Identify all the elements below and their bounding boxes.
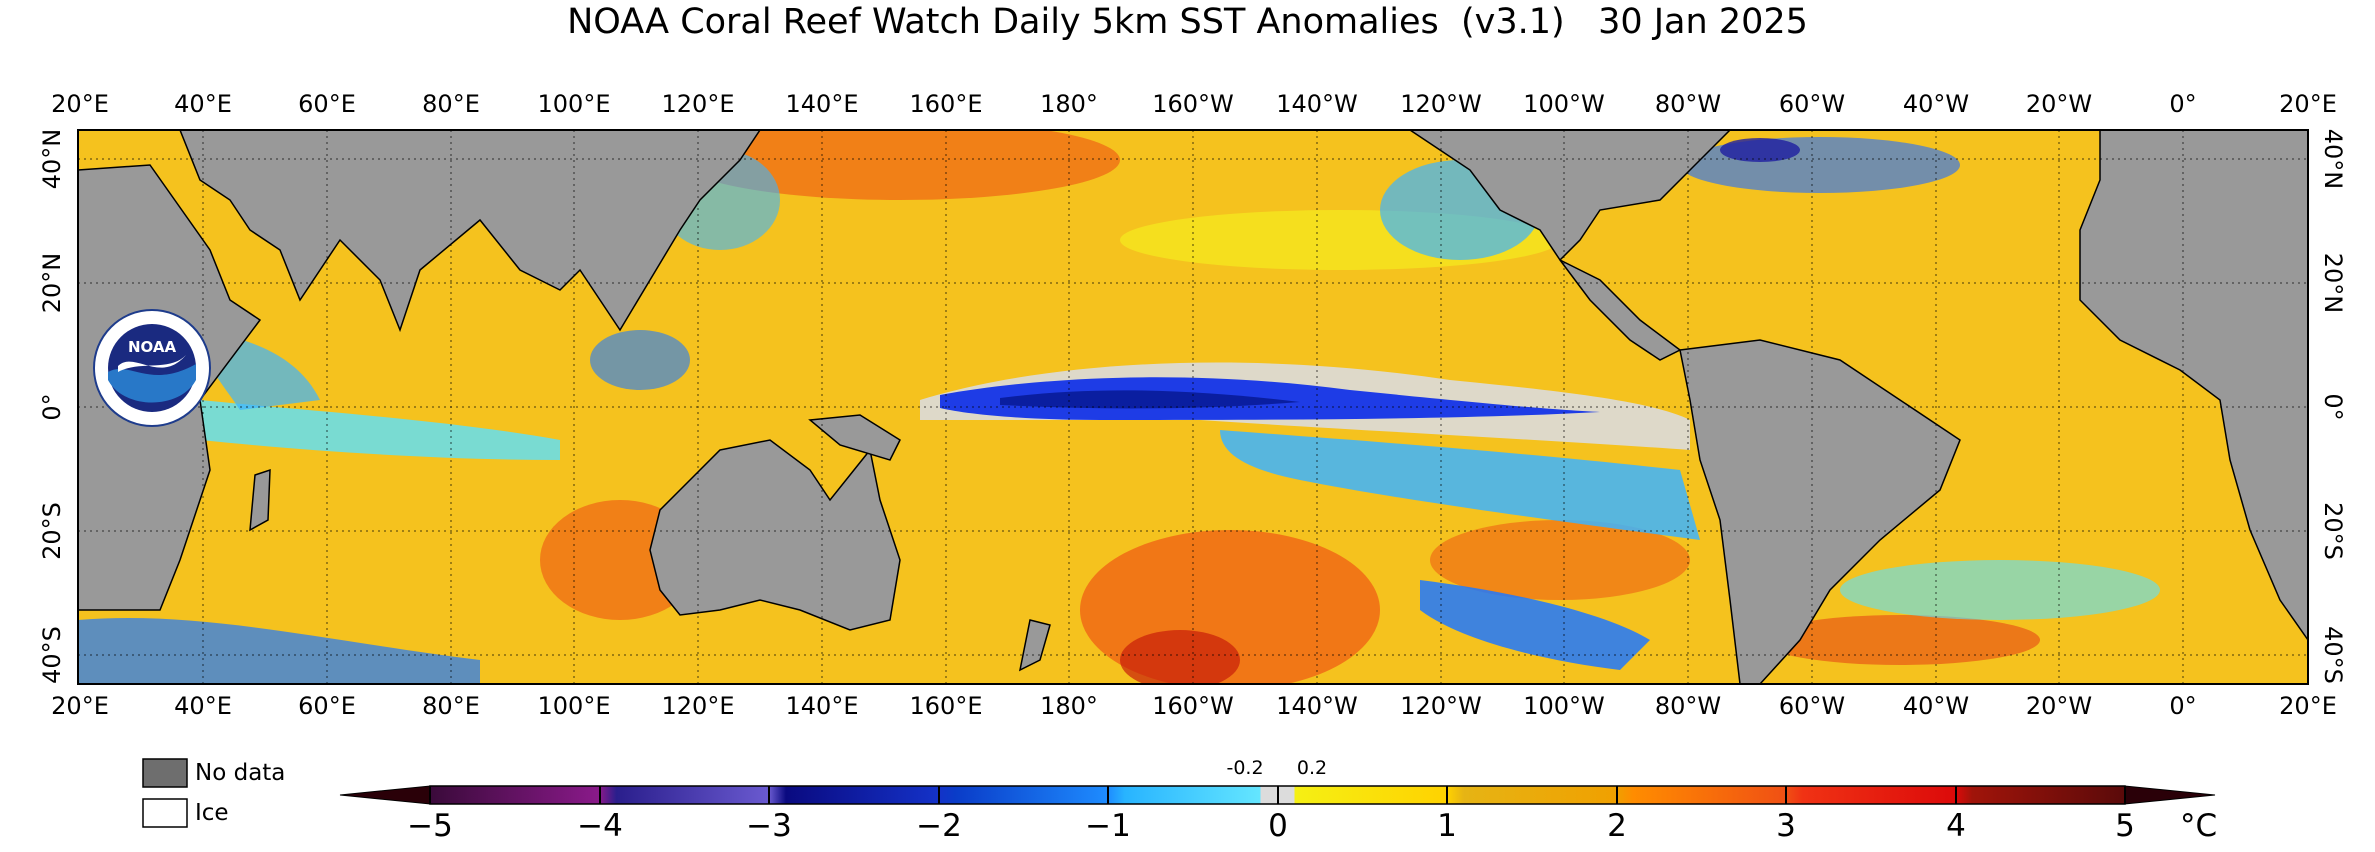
top-longitude-label: 60°W [1778, 90, 1846, 118]
bottom-longitude-label: 140°W [1276, 692, 1358, 720]
colorbar-unit: °C [2180, 808, 2218, 844]
bottom-longitude-label: 80°W [1654, 692, 1722, 720]
bottom-longitude-label: 180° [1040, 692, 1098, 720]
colorbar-tick-label: −4 [577, 808, 623, 844]
top-longitude-label: 20°E [51, 90, 109, 118]
no-data-swatch [142, 758, 188, 788]
bottom-longitude-label: 60°E [298, 692, 356, 720]
colorbar-tick-label: 1 [1437, 808, 1457, 844]
colorbar-small-tick: 0.2 [1296, 757, 1328, 779]
colorbar-tick-label: 2 [1607, 808, 1627, 844]
colorbar-tick-label: −2 [916, 808, 962, 844]
colorbar-tick-label: 4 [1946, 808, 1966, 844]
top-longitude-label: 140°E [785, 90, 859, 118]
right-latitude-label: 20°S [2319, 502, 2347, 560]
bottom-longitude-label: 100°E [537, 692, 611, 720]
map-title: NOAA Coral Reef Watch Daily 5km SST Anom… [567, 2, 1808, 42]
bottom-longitude-label: 20°W [2025, 692, 2093, 720]
bottom-longitude-label: 40°W [1902, 692, 1970, 720]
ice-label: Ice [195, 800, 229, 826]
left-latitude-label: 20°S [38, 502, 66, 560]
right-latitude-label: 0° [2319, 393, 2347, 421]
no-data-label: No data [195, 760, 286, 786]
colorbar-tick-label: −5 [407, 808, 453, 844]
bottom-longitude-label: 160°W [1152, 692, 1234, 720]
top-longitude-label: 80°E [422, 90, 480, 118]
bottom-longitude-label: 60°W [1778, 692, 1846, 720]
bottom-longitude-label: 40°E [174, 692, 232, 720]
right-latitude-label: 40°S [2319, 626, 2347, 684]
left-latitude-label: 40°S [38, 626, 66, 684]
bottom-longitude-label: 20°E [2279, 692, 2337, 720]
noaa-logo: NOAA [93, 309, 211, 427]
colorbar-tick-label: 3 [1776, 808, 1796, 844]
top-longitude-label: 20°W [2025, 90, 2093, 118]
map-field [78, 130, 2308, 684]
colorbar-small-tick: -0.2 [1226, 757, 1264, 779]
top-longitude-label: 160°W [1152, 90, 1234, 118]
left-latitude-label: 20°N [38, 252, 66, 314]
bottom-longitude-label: 120°E [661, 692, 735, 720]
colorbar-tick-label: −1 [1085, 808, 1131, 844]
ice-swatch [142, 798, 188, 828]
top-longitude-label: 20°E [2279, 90, 2337, 118]
top-longitude-label: 80°W [1654, 90, 1722, 118]
left-latitude-label: 40°N [38, 128, 66, 190]
bottom-longitude-label: 0° [2169, 692, 2197, 720]
top-longitude-label: 40°E [174, 90, 232, 118]
right-latitude-label: 20°N [2319, 252, 2347, 314]
top-longitude-label: 40°W [1902, 90, 1970, 118]
top-longitude-label: 100°E [537, 90, 611, 118]
top-longitude-label: 140°W [1276, 90, 1358, 118]
top-longitude-label: 100°W [1523, 90, 1605, 118]
top-longitude-label: 60°E [298, 90, 356, 118]
bottom-longitude-label: 100°W [1523, 692, 1605, 720]
top-longitude-label: 0° [2169, 90, 2197, 118]
bottom-longitude-label: 80°E [422, 692, 480, 720]
left-latitude-label: 0° [38, 393, 66, 421]
bottom-longitude-label: 140°E [785, 692, 859, 720]
top-longitude-label: 120°W [1400, 90, 1482, 118]
bottom-longitude-label: 160°E [909, 692, 983, 720]
logo-text: NOAA [128, 338, 177, 356]
colorbar-tick-label: 0 [1268, 808, 1288, 844]
top-longitude-label: 120°E [661, 90, 735, 118]
colorbar-tick-label: −3 [746, 808, 792, 844]
bottom-longitude-label: 120°W [1400, 692, 1482, 720]
top-longitude-label: 180° [1040, 90, 1098, 118]
right-latitude-label: 40°N [2319, 128, 2347, 190]
colorbar-tick-label: 5 [2115, 808, 2135, 844]
bottom-longitude-label: 20°E [51, 692, 109, 720]
colorbar [339, 785, 2216, 805]
top-longitude-label: 160°E [909, 90, 983, 118]
